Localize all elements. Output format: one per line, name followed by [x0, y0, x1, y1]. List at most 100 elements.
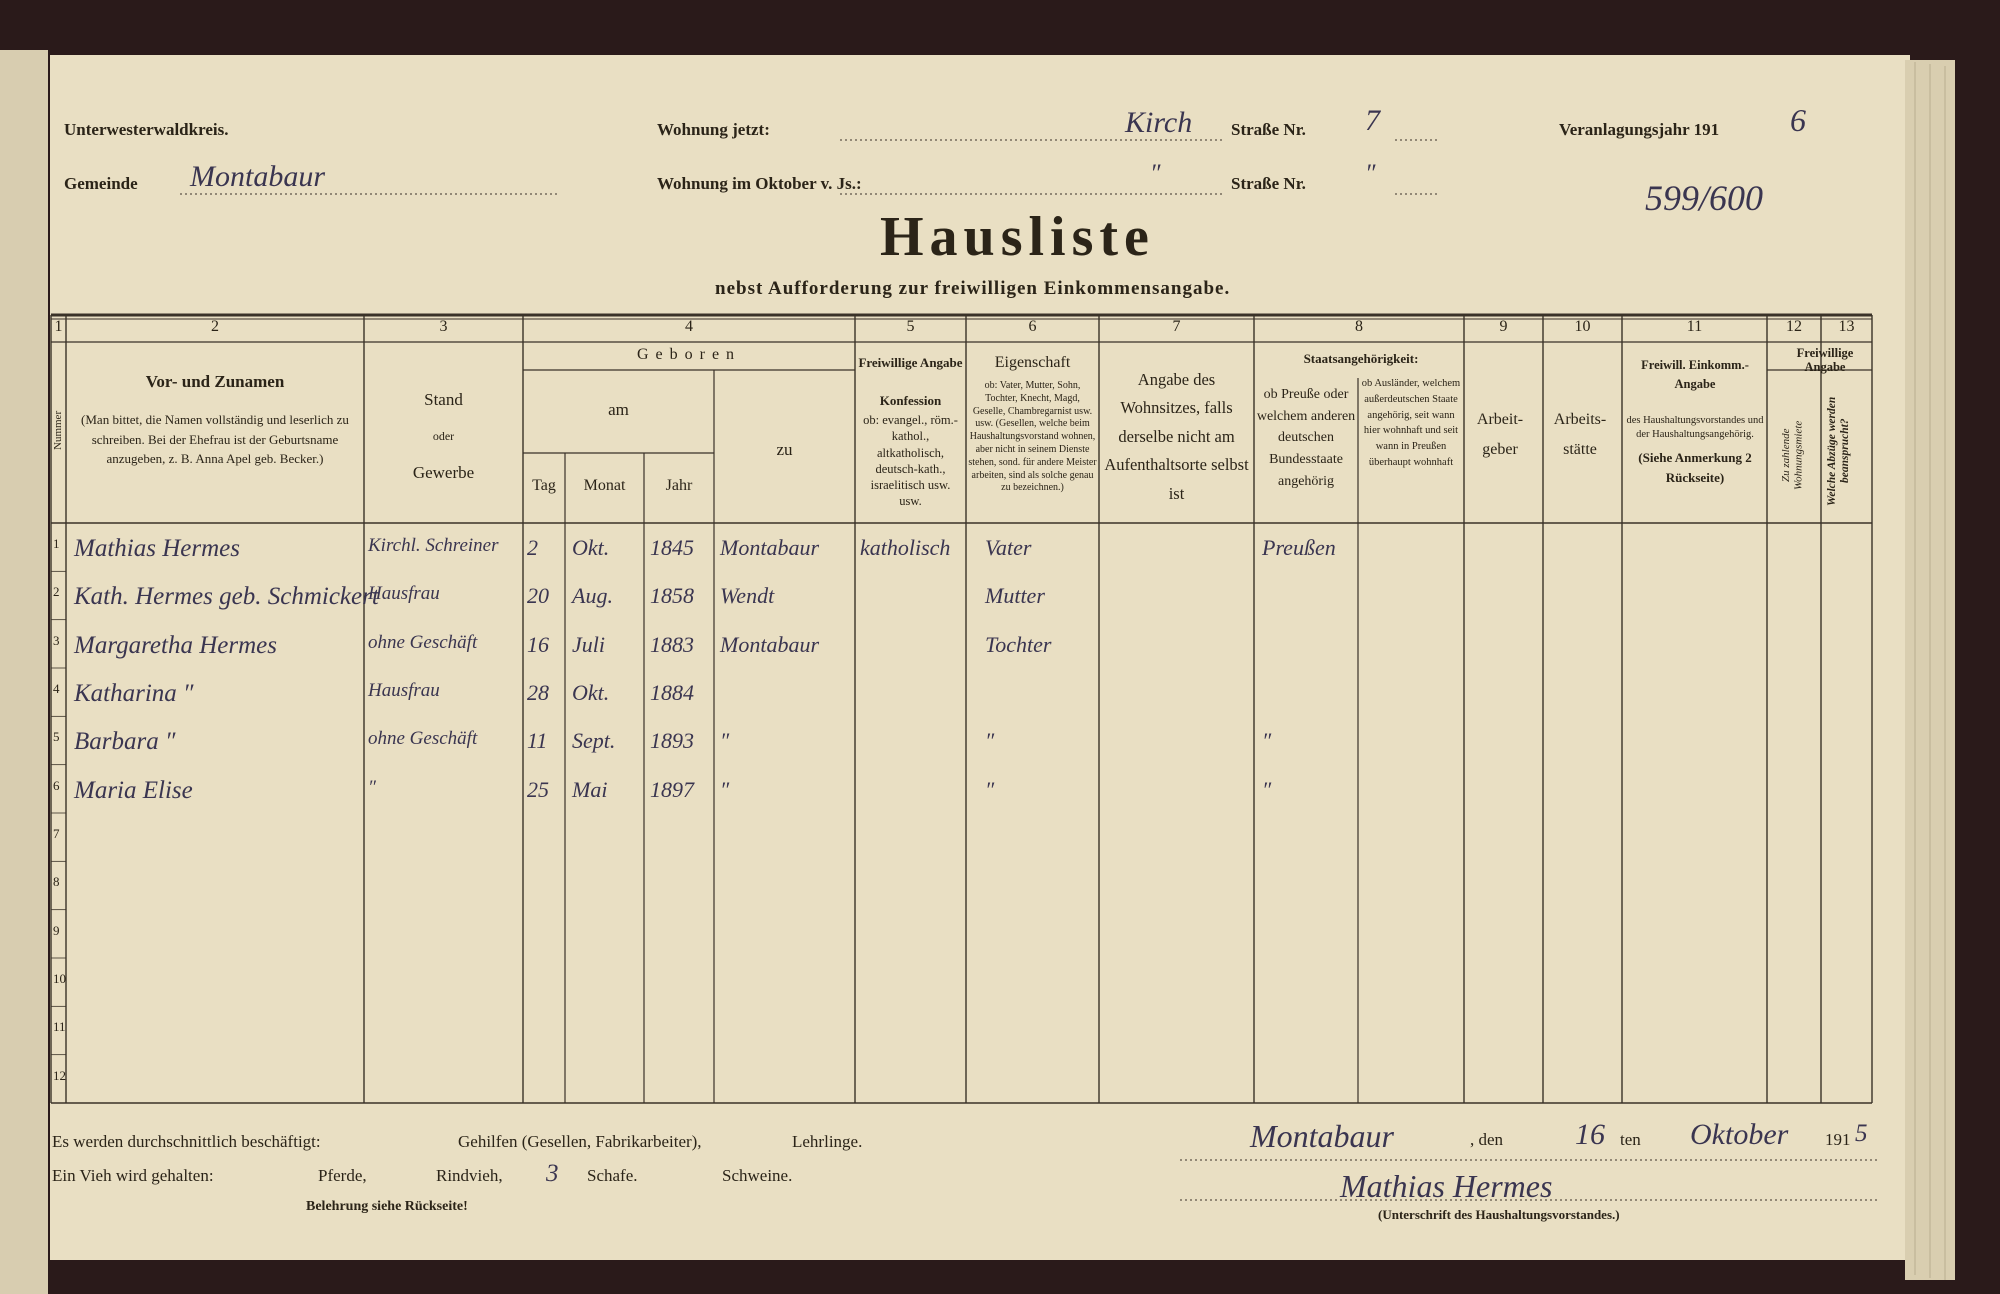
entry-occupation: ohne Geschäft — [368, 728, 478, 750]
row-number: 9 — [53, 922, 60, 938]
form-paper — [50, 55, 1910, 1260]
row-number: 10 — [53, 971, 66, 986]
cattle: Rindvieh, — [436, 1166, 503, 1185]
nationality-german: ob Preuße oder welchem anderen deutschen… — [1256, 387, 1356, 489]
status-or: oder — [432, 429, 455, 443]
income-reference: (Siehe Anmerkung 2 Rückseite) — [1638, 450, 1752, 485]
column-number: 4 — [685, 318, 693, 335]
street-number: ″ — [1365, 160, 1376, 187]
entry-day: 2 — [527, 535, 538, 560]
religion-note: ob: evangel., röm.-kathol., altkatholisc… — [863, 413, 958, 509]
row-number: 4 — [53, 681, 60, 696]
entry-month: Sept. — [572, 728, 616, 754]
journeymen: Gehilfen (Gesellen, Fabrikarbeiter), — [458, 1132, 702, 1151]
row-number: 8 — [53, 874, 60, 890]
column-number: 9 — [1499, 318, 1508, 335]
religion-voluntary: Freiwillige Angabe — [858, 355, 963, 370]
reference-number: 599/600 — [1645, 178, 1764, 218]
month: Oktober — [1690, 1118, 1789, 1151]
relation-note: ob: Vater, Mutter, Sohn, Tochter, Knecht… — [968, 380, 1097, 494]
entry-occupation: Hausfrau — [368, 583, 440, 605]
entry-relation: Vater — [985, 535, 1032, 560]
entry-birthplace: Montabaur — [720, 535, 819, 560]
status-header: Stand — [424, 390, 463, 409]
entry-day: 28 — [527, 680, 549, 705]
entry-relation: ″ — [985, 728, 995, 754]
entry-month: Okt. — [572, 680, 610, 705]
entry-year: 1883 — [650, 631, 694, 657]
rent-header: Zu zahlende Wohnungsmiete — [1780, 420, 1805, 490]
born-at: zu — [776, 440, 793, 459]
column-number: 10 — [1574, 318, 1591, 335]
entry-name: Maria Elise — [74, 776, 193, 804]
row-number: 3 — [53, 632, 60, 648]
place: Montabaur — [1250, 1118, 1394, 1154]
column-number: 12 — [1786, 318, 1802, 335]
entry-name: Kath. Hermes geb. Schmickert — [74, 583, 379, 611]
entry-year: 1884 — [650, 680, 694, 705]
entry-nationality: Preußen — [1262, 535, 1336, 560]
entry-relation: Tochter — [985, 631, 1052, 657]
entry-occupation: ″ — [368, 776, 376, 798]
entry-day: 11 — [527, 728, 548, 754]
employed-label: Es werden durchschnittlich beschäftigt: — [52, 1132, 321, 1151]
entry-month: Okt. — [572, 535, 610, 560]
address-now: Kirch — [1125, 106, 1193, 139]
nationality-header: Staatsangehörigkeit: — [1303, 351, 1419, 366]
row-number: 12 — [53, 1067, 66, 1083]
signature: Mathias Hermes — [1340, 1168, 1553, 1204]
entry-occupation: ohne Geschäft — [368, 631, 478, 653]
entry-day: 25 — [527, 776, 549, 802]
horses: Pferde, — [318, 1166, 367, 1185]
year-digit: 5 — [1855, 1120, 1868, 1147]
district: Unterwesterwaldkreis. — [64, 120, 229, 139]
name-note: (Man bittet, die Namen vollständig und l… — [81, 412, 349, 466]
street-number: 7 — [1365, 104, 1380, 137]
employer-header: Arbeit- geber — [1476, 411, 1524, 459]
entry-year: 1893 — [650, 728, 694, 754]
entry-religion: katholisch — [860, 535, 951, 560]
deductions-voluntary: Freiwillige Angabe — [1796, 346, 1854, 375]
entry-name: Barbara ″ — [74, 728, 176, 756]
row-number: 7 — [53, 826, 60, 841]
row-number: 1 — [53, 536, 60, 551]
address-oct-label: Wohnung im Oktober v. Js.: — [657, 174, 862, 193]
column-number: 1 — [54, 318, 63, 335]
month-header: Monat — [583, 477, 626, 494]
street-label: Straße Nr. — [1231, 120, 1306, 139]
street-label: Straße Nr. — [1231, 174, 1306, 193]
year-label: Veranlagungsjahr 191 — [1559, 120, 1720, 139]
entry-year: 1897 — [650, 776, 694, 802]
entry-birthplace: Montabaur — [720, 631, 819, 657]
address-now-label: Wohnung jetzt: — [657, 120, 770, 139]
entry-birthplace: Wendt — [720, 583, 775, 609]
entry-day: 16 — [527, 631, 549, 657]
born-on: am — [608, 400, 629, 419]
day-header: Tag — [532, 477, 556, 494]
entry-relation: Mutter — [985, 583, 1045, 609]
status-trade: Gewerbe — [412, 463, 475, 482]
row-number: 6 — [53, 777, 60, 793]
column-number: 11 — [1686, 318, 1703, 335]
entry-year: 1858 — [650, 583, 694, 609]
title: Hausliste — [880, 206, 1155, 268]
ten: ten — [1620, 1130, 1641, 1149]
entry-birthplace: ″ — [720, 728, 730, 754]
column-number: 5 — [906, 318, 915, 335]
column-number: 2 — [211, 318, 219, 335]
municipality-label: Gemeinde — [64, 174, 138, 193]
name-header: Vor- und Zunamen — [145, 372, 285, 391]
entry-occupation: Kirchl. Schreiner — [368, 535, 499, 556]
row-number: 2 — [53, 584, 60, 600]
entry-relation: ″ — [985, 776, 995, 802]
relation-header: Eigenschaft — [994, 354, 1071, 371]
livestock-label: Ein Vieh wird gehalten: — [52, 1166, 214, 1185]
subtitle: nebst Aufforderung zur freiwilligen Eink… — [715, 278, 1231, 299]
year-header: Jahr — [665, 477, 693, 494]
address-oct: ″ — [1150, 160, 1161, 187]
row-number: 5 — [53, 729, 60, 745]
religion-header: Konfession — [879, 393, 942, 408]
day: 16 — [1575, 1118, 1605, 1151]
